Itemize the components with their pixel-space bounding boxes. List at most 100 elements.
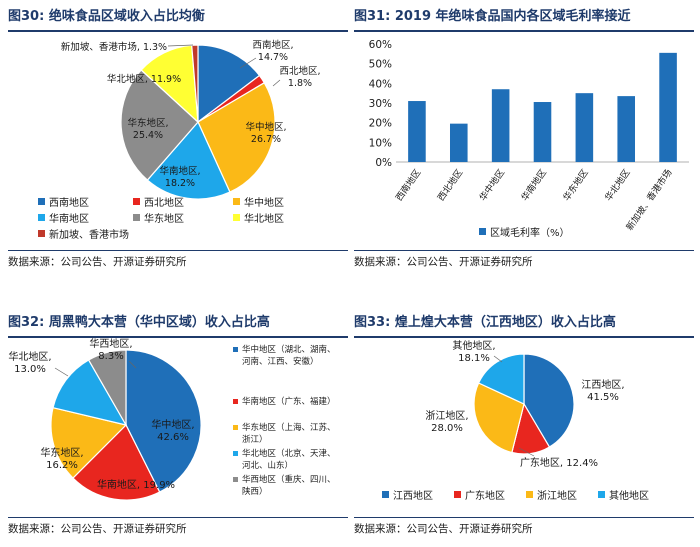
fig31-ytick: 50% (369, 59, 392, 71)
fig30-legend-swatch (233, 214, 240, 221)
svg30-slice-4 (120, 69, 199, 181)
svg30-label-4: 华东地区, (127, 117, 168, 129)
fig33-legend-item-2: 浙江地区 (526, 487, 577, 502)
fig30-legend-swatch (38, 230, 45, 237)
fig31-xtick: 华东地区 (560, 167, 590, 203)
svg33-slice-0 (523, 353, 575, 448)
fig31-xtick: 西北地区 (435, 167, 465, 203)
fig30-legend-item-5: 华北地区 (233, 210, 284, 225)
svg33-label-1: 广东地区, 12.4% (520, 456, 598, 469)
fig30-legend-swatch (38, 214, 45, 221)
svg32-slice-1 (72, 423, 161, 501)
svg30-label-1: 1.8% (288, 78, 312, 89)
fig31-bar-4 (575, 93, 594, 162)
fig31-xtick: 华北地区 (602, 167, 632, 203)
fig31-ytick: 20% (369, 118, 392, 130)
fig33-title: 图33: 煌上煌大本营（江西地区）收入占比高 (354, 312, 694, 338)
fig31-ytick: 0% (375, 157, 392, 169)
fig30-legend-item-2: 华中地区 (233, 194, 284, 209)
svg30-label-4: 25.4% (133, 130, 163, 141)
svg32-label-4: 8.3% (98, 351, 123, 362)
fig32-source-note: 数据来源：公司公告、开源证券研究所 (8, 517, 348, 536)
fig31-bar-chart: 0% 10% 20% 30% 40% 50% 60% 西南地区 西北地区 华中地区 华南地区 华东地区… (369, 39, 689, 233)
svg30-label-1: 西北地区, (279, 65, 320, 77)
fig30-legend-item-6: 新加坡、香港市场 (38, 226, 129, 241)
fig31-bar-0 (408, 101, 426, 162)
fig30-legend-swatch (233, 198, 240, 205)
fig33-legend: 江西地区 广东地区 浙江地区 其他地区 (382, 487, 682, 503)
fig32-legend-swatch (233, 477, 238, 482)
fig30-legend-swatch (133, 214, 140, 221)
svg33-slice-2 (473, 382, 525, 454)
svg32-label-2: 16.2% (46, 460, 78, 471)
fig32-legend-swatch (233, 399, 238, 404)
fig32-legend-swatch (233, 425, 238, 430)
fig30-legend-item-3: 华南地区 (38, 210, 89, 225)
svg30-label-0: 14.7% (258, 52, 288, 63)
svg30-label-0: 西南地区, (252, 39, 293, 51)
fig31-panel: 图31: 2019 年绝味食品国内各区域毛利率接近 0% 10% 20% 30% 40%… (354, 6, 694, 268)
fig31-ytick: 10% (369, 137, 392, 149)
svg30-label-3: 18.2% (165, 178, 195, 189)
fig30-legend: 西南地区 西北地区 华中地区 华南地区 华东地区 华北地区 新加坡、香港市场 (38, 194, 338, 242)
fig32-legend-swatch (233, 451, 238, 456)
fig32-legend-swatch (233, 347, 238, 352)
svg32-label-0: 42.6% (157, 432, 189, 443)
svg32-label-3: 13.0% (14, 364, 46, 375)
fig33-legend-item-1: 广东地区 (454, 487, 505, 502)
fig31-ytick: 60% (369, 39, 392, 51)
svg30-label-6: 新加坡、香港市场, 1.3% (61, 41, 167, 53)
fig33-legend-item-3: 其他地区 (598, 487, 649, 502)
fig31-bar-6 (659, 52, 677, 162)
fig30-legend-swatch (38, 198, 45, 205)
svg30-label-2: 26.7% (251, 134, 281, 145)
svg33-slice-3 (477, 353, 525, 405)
svg30-leader-6 (167, 44, 194, 47)
fig33-legend-item-0: 江西地区 (382, 487, 433, 502)
fig30-panel: 图30: 绝味食品区域收入占比均衡 西南地区, 14.7% 西北地区, 1.8% 华中地… (8, 6, 348, 268)
fig31-bar-1 (449, 123, 468, 162)
svg30-slice-3 (146, 120, 231, 200)
fig31-bar-2 (491, 89, 510, 162)
svg33-leader-1 (518, 447, 535, 457)
fig33-legend-swatch (454, 491, 461, 498)
svg32-label-4: 华西地区, (89, 337, 132, 350)
fig30-legend-item-1: 西北地区 (133, 194, 184, 209)
fig30-legend-item-4: 华东地区 (133, 210, 184, 225)
fig30-pie-chart: 西南地区,14.7% 西北地区,1.8% 华中地区,26.7% 华南地区,18.2% 华… (61, 39, 321, 200)
fig30-legend-swatch (133, 198, 140, 205)
fig30-legend-item-0: 西南地区 (38, 194, 89, 209)
fig33-legend-swatch (382, 491, 389, 498)
fig33-legend-swatch (526, 491, 533, 498)
fig31-source-note: 数据来源：公司公告、开源证券研究所 (354, 250, 694, 269)
svg30-leader-1 (272, 79, 281, 87)
svg32-label-2: 华东地区, (40, 446, 83, 459)
fig31-legend-swatch (479, 228, 486, 235)
svg32-label-3: 华北地区, (8, 350, 51, 363)
svg33-leader-3 (493, 355, 503, 363)
svg32-slice-3 (52, 359, 128, 426)
fig31-xtick: 新加坡、香港市场 (623, 167, 674, 233)
fig31-ytick: 30% (369, 98, 392, 110)
svg32-leader-4 (128, 360, 137, 369)
svg33-label-0: 江西地区, (581, 378, 624, 391)
fig33-source-note: 数据来源：公司公告、开源证券研究所 (354, 517, 694, 536)
svg30-slice-0 (197, 44, 261, 124)
fig32-title: 图32: 周黑鸭大本营（华中区域）收入占比高 (8, 312, 348, 338)
svg33-label-2: 28.0% (431, 423, 463, 434)
fig32-pie-chart: 华中地区,42.6% 华南地区, 19.9% 华东地区,16.2% 华北地区,13.0… (8, 337, 202, 501)
fig30-source-note: 数据来源：公司公告、开源证券研究所 (8, 250, 348, 269)
svg33-label-3: 18.1% (458, 353, 490, 364)
fig32-panel: 图32: 周黑鸭大本营（华中区域）收入占比高 华中地区, 42.6% 华南地区, 1… (8, 312, 348, 542)
svg32-slice-2 (50, 406, 128, 479)
svg33-label-2: 浙江地区, (425, 409, 468, 422)
fig30-title: 图30: 绝味食品区域收入占比均衡 (8, 6, 348, 32)
fig33-panel: 图33: 煌上煌大本营（江西地区）收入占比高 江西地区, 41.5% 广东地区, 1… (354, 312, 694, 542)
svg30-label-5: 华北地区, 11.9% (107, 73, 181, 85)
fig31-bar-3 (533, 102, 552, 162)
fig33-pie-chart: 江西地区,41.5% 广东地区, 12.4% 浙江地区,28.0% 其他地区,18.1… (425, 339, 624, 469)
svg33-label-0: 41.5% (587, 392, 619, 403)
svg32-label-1: 华南地区, 19.9% (97, 478, 175, 491)
svg30-label-3: 华南地区, (159, 165, 200, 177)
fig31-xtick: 华中地区 (477, 167, 507, 203)
